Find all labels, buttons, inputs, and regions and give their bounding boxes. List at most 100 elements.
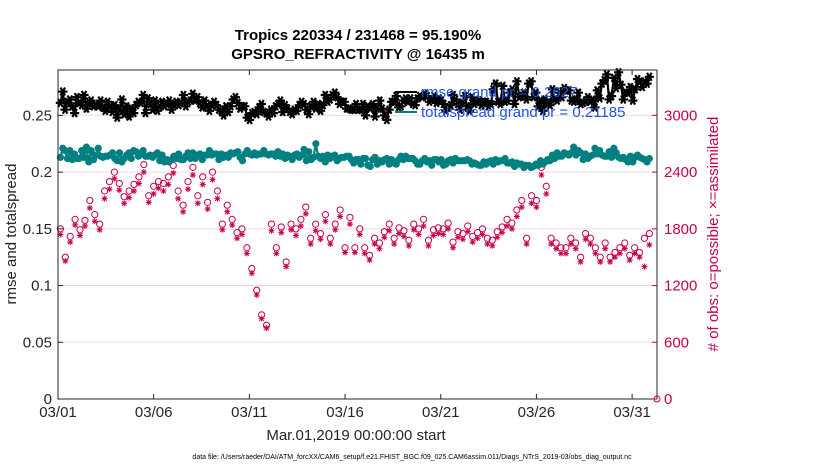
totalspread-point [80, 153, 88, 161]
rmse-point [117, 94, 127, 105]
possible-obs-point [199, 173, 207, 181]
rmse-point [526, 76, 536, 86]
assimilated-obs-point [582, 236, 589, 243]
possible-obs-point [204, 198, 212, 206]
rmse-point [164, 96, 174, 106]
assimilated-obs-point [508, 225, 515, 232]
possible-obs-point [640, 234, 649, 242]
possible-obs-point [645, 229, 653, 238]
assimilated-obs-point [307, 240, 314, 247]
totalspread-point [305, 148, 313, 156]
assimilated-obs-point [101, 195, 108, 202]
assimilated-obs-point [361, 250, 368, 257]
assimilated-obs-point [391, 240, 398, 247]
rmse-point [609, 73, 619, 83]
assimilated-obs-point [160, 188, 167, 195]
assimilated-obs-point [577, 258, 584, 265]
assimilated-obs-point [499, 229, 506, 236]
assimilated-obs-point [96, 226, 103, 233]
rmse-point [512, 76, 522, 86]
rmse-point [590, 102, 600, 112]
assimilated-obs-point [253, 292, 260, 299]
assimilated-obs-point [558, 250, 565, 257]
possible-obs-point [91, 211, 99, 219]
assimilated-obs-point [445, 225, 452, 232]
possible-obs-point [164, 173, 172, 181]
assimilated-obs-point [258, 315, 265, 322]
rmse-point [502, 96, 512, 106]
rmse-point [304, 109, 314, 119]
rmse-point [592, 85, 602, 95]
assimilated-obs-point [450, 244, 457, 251]
assimilated-obs-point [121, 200, 128, 207]
assimilated-obs-point [135, 180, 142, 187]
totalspread-point [645, 154, 653, 163]
rmse-point [491, 79, 501, 89]
possible-obs-point [189, 163, 197, 171]
totalspread-point [115, 149, 124, 157]
assimilated-obs-point [386, 227, 393, 234]
assimilated-obs-point [238, 231, 245, 238]
rmse-point [112, 113, 122, 123]
rmse-point [100, 106, 110, 116]
rmse-point [382, 115, 392, 125]
assimilated-obs-point [126, 194, 133, 201]
assimilated-obs-point [145, 199, 152, 206]
data-file-footer: data file: /Users/raeder/DAI/ATM_forcXX/… [192, 454, 632, 461]
rmse-point [545, 100, 555, 110]
assimilated-obs-point [224, 208, 231, 215]
assimilated-obs-point [175, 195, 182, 202]
assimilated-obs-point [248, 270, 255, 277]
y-tick-label: 0.25 [23, 107, 52, 124]
assimilated-obs-point [214, 195, 221, 202]
assimilated-obs-point [474, 235, 481, 242]
assimilated-obs-point [72, 222, 79, 229]
assimilated-obs-point [592, 250, 599, 257]
possible-obs-point [179, 201, 187, 209]
possible-obs-point [292, 225, 300, 233]
possible-obs-point [527, 192, 536, 200]
rmse-point [602, 70, 612, 80]
possible-obs-point [321, 211, 330, 219]
series-layer [55, 67, 661, 403]
rmse-point [140, 108, 151, 118]
possible-obs-point [115, 179, 123, 188]
assimilated-obs-point [376, 245, 383, 252]
assimilated-obs-point [337, 213, 344, 220]
assimilated-obs-point [396, 230, 403, 237]
legend: rmse grand pr = 0.2627 totalspread grand… [395, 84, 625, 121]
rmse-point [618, 94, 628, 105]
assimilated-obs-point [317, 236, 324, 243]
assimilated-obs-point [209, 176, 216, 183]
rmse-point [521, 94, 531, 105]
assimilated-obs-point [489, 242, 496, 249]
rmse-point [573, 88, 583, 98]
rmse-point [81, 104, 91, 114]
assimilated-obs-point [288, 226, 295, 233]
assimilated-obs-point [165, 181, 172, 188]
assimilated-obs-point [219, 226, 226, 233]
assimilated-obs-point [440, 231, 447, 238]
possible-obs-point [184, 177, 192, 186]
possible-obs-point [267, 220, 276, 228]
assimilated-obs-point [342, 249, 349, 256]
possible-obs-point [213, 187, 222, 195]
rmse-point [644, 72, 654, 82]
rmse-point [245, 115, 255, 125]
rmse-point [360, 110, 371, 120]
assimilated-obs-point [646, 241, 653, 248]
assimilated-obs-point [415, 231, 422, 238]
rmse-point [446, 100, 456, 110]
rmse-point [538, 106, 548, 116]
possible-obs-point [110, 168, 118, 176]
y2-axis-label: # of obs: o=possible; ×=assimilated [705, 117, 722, 352]
rmse-point [410, 100, 420, 110]
totalspread-point [158, 151, 166, 159]
possible-obs-point [86, 196, 94, 205]
possible-obs-point [419, 215, 428, 223]
possible-obs-point [194, 192, 202, 200]
x-tick-label: 03/01 [39, 404, 77, 421]
rmse-point [509, 99, 520, 109]
assimilated-obs-point [268, 227, 275, 234]
assimilated-obs-point [641, 263, 648, 270]
